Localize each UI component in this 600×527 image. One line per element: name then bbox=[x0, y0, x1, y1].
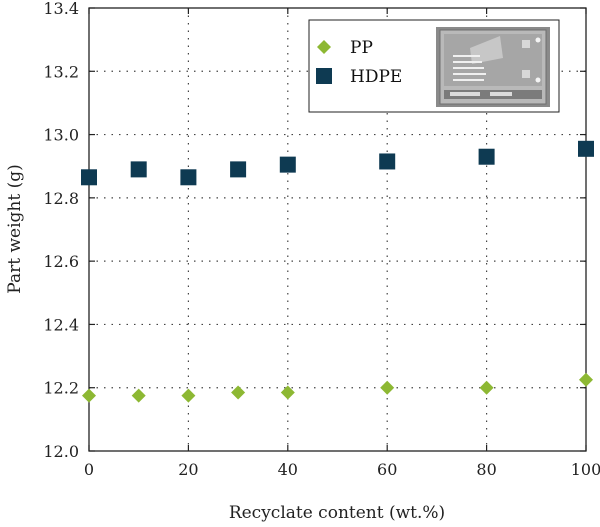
hdpe-point bbox=[379, 153, 396, 170]
y-tick-label: 13.4 bbox=[43, 0, 79, 18]
pp-point bbox=[380, 380, 395, 395]
y-tick-labels: 12.0 12.2 12.4 12.6 12.8 13.0 13.2 13.4 bbox=[43, 0, 79, 461]
legend-hdpe-marker bbox=[316, 68, 332, 84]
inset-part-photo bbox=[436, 27, 550, 107]
axis-ticks bbox=[88, 7, 587, 452]
hdpe-point bbox=[180, 169, 197, 186]
series-hdpe bbox=[81, 140, 594, 186]
pp-point bbox=[579, 372, 593, 387]
x-tick-label: 0 bbox=[84, 460, 94, 479]
pp-point bbox=[479, 380, 494, 395]
hdpe-point bbox=[230, 161, 247, 178]
x-tick-label: 20 bbox=[178, 460, 198, 479]
x-tick-labels: 0 20 40 60 80 100 bbox=[84, 460, 600, 479]
x-tick-label: 40 bbox=[278, 460, 298, 479]
hdpe-point bbox=[478, 148, 495, 165]
x-axis-title: Recyclate content (wt.%) bbox=[229, 503, 445, 523]
data-series bbox=[81, 140, 594, 403]
y-tick-label: 13.2 bbox=[43, 62, 79, 81]
hdpe-point bbox=[578, 140, 594, 157]
pp-point bbox=[82, 388, 96, 403]
y-tick-label: 12.8 bbox=[43, 189, 79, 208]
pp-point bbox=[181, 388, 196, 403]
hdpe-point bbox=[81, 169, 97, 186]
y-tick-label: 12.6 bbox=[43, 252, 79, 271]
x-tick-label: 60 bbox=[377, 460, 397, 479]
pp-point bbox=[131, 388, 146, 403]
legend-pp-marker bbox=[317, 40, 331, 54]
x-tick-label: 100 bbox=[571, 460, 600, 479]
plot-frame bbox=[88, 7, 587, 452]
hdpe-point bbox=[279, 156, 296, 173]
series-pp bbox=[82, 372, 593, 403]
y-tick-label: 12.2 bbox=[43, 379, 79, 398]
hdpe-point bbox=[130, 161, 147, 178]
legend-hdpe-label: HDPE bbox=[350, 67, 402, 87]
x-tick-label: 80 bbox=[476, 460, 496, 479]
y-axis-title: Part weight (g) bbox=[5, 164, 25, 293]
legend: PP HDPE bbox=[308, 19, 560, 113]
y-tick-label: 13.0 bbox=[43, 126, 79, 145]
legend-pp-label: PP bbox=[350, 38, 373, 58]
y-tick-label: 12.4 bbox=[43, 315, 79, 334]
pp-point bbox=[280, 385, 295, 400]
pp-point bbox=[231, 385, 246, 400]
y-tick-label: 12.0 bbox=[43, 442, 79, 461]
